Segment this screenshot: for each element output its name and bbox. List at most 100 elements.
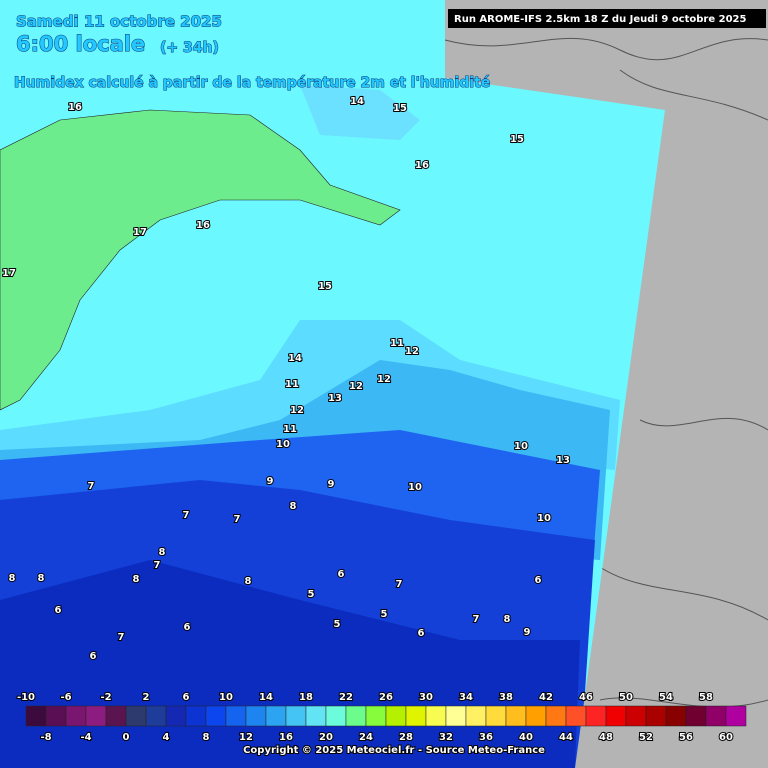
colorbar-swatch [285, 705, 307, 727]
lead-time: (+ 34h) [160, 40, 219, 56]
colorbar-label: 54 [659, 692, 673, 703]
colorbar-label: 8 [203, 732, 210, 743]
colorbar-label: -10 [17, 692, 35, 703]
colorbar-label: 22 [339, 692, 353, 703]
colorbar-swatch [365, 705, 387, 727]
colorbar-label: 50 [619, 692, 633, 703]
contour-label: 12 [290, 405, 304, 416]
contour-label: 13 [328, 393, 342, 404]
colorbar-label: 26 [379, 692, 393, 703]
contour-label: 14 [350, 96, 364, 107]
colorbar-label: -4 [80, 732, 91, 743]
contour-label: 7 [154, 560, 161, 571]
contour-label: 5 [334, 619, 341, 630]
colorbar-label: 14 [259, 692, 273, 703]
contour-label: 6 [338, 569, 345, 580]
contour-label: 5 [308, 589, 315, 600]
contour-label: 8 [133, 574, 140, 585]
colorbar-swatch [665, 705, 687, 727]
colorbar-label: 2 [143, 692, 150, 703]
colorbar-swatch [125, 705, 147, 727]
colorbar-swatch [185, 705, 207, 727]
colorbar-label: -8 [40, 732, 51, 743]
colorbar-swatch [545, 705, 567, 727]
colorbar-swatch [65, 705, 87, 727]
colorbar-label: 12 [239, 732, 253, 743]
contour-label: 7 [183, 510, 190, 521]
colorbar-label: 16 [279, 732, 293, 743]
contour-label: 9 [267, 476, 274, 487]
colorbar-label: -6 [60, 692, 71, 703]
colorbar-swatch [205, 705, 227, 727]
colorbar-label: 48 [599, 732, 613, 743]
colorbar-label: 34 [459, 692, 473, 703]
colorbar-label: 36 [479, 732, 493, 743]
colorbar-swatch [45, 705, 67, 727]
colorbar-swatch [505, 705, 527, 727]
contour-label: 5 [381, 609, 388, 620]
colorbar-swatch [685, 705, 707, 727]
contour-label: 9 [328, 479, 335, 490]
contour-label: 12 [349, 381, 363, 392]
colorbar-swatch [405, 705, 427, 727]
colorbar-label: 42 [539, 692, 553, 703]
colorbar-swatch [425, 705, 447, 727]
run-box [448, 9, 766, 28]
contour-label: 8 [504, 614, 511, 625]
colorbar-label: 52 [639, 732, 653, 743]
colorbar-label: 24 [359, 732, 373, 743]
contour-label: 6 [535, 575, 542, 586]
colorbar-swatch [565, 705, 587, 727]
colorbar-label: 0 [123, 732, 130, 743]
colorbar-swatch [225, 705, 247, 727]
colorbar-swatch [585, 705, 607, 727]
contour-label: 16 [196, 220, 210, 231]
colorbar-swatch [85, 705, 107, 727]
contour-label: 7 [118, 632, 125, 643]
contour-label: 12 [405, 346, 419, 357]
colorbar-swatch [165, 705, 187, 727]
copyright: Copyright © 2025 Meteociel.fr - Source M… [243, 745, 545, 756]
contour-label: 6 [90, 651, 97, 662]
colorbar-label: 20 [319, 732, 333, 743]
contour-label: 8 [9, 573, 16, 584]
contour-label: 10 [408, 482, 422, 493]
colorbar-swatch [265, 705, 287, 727]
colorbar-swatch [645, 705, 667, 727]
colorbar-swatch [465, 705, 487, 727]
colorbar-label: 18 [299, 692, 313, 703]
colorbar-swatch [325, 705, 347, 727]
colorbar-swatch [345, 705, 367, 727]
colorbar-swatch [25, 705, 47, 727]
colorbar-swatch [145, 705, 167, 727]
contour-label: 7 [234, 514, 241, 525]
colorbar-label: 40 [519, 732, 533, 743]
contour-label: 11 [285, 379, 299, 390]
contour-label: 13 [556, 455, 570, 466]
colorbar-swatch [445, 705, 467, 727]
contour-label: 6 [184, 622, 191, 633]
contour-label: 8 [290, 501, 297, 512]
contour-label: 11 [283, 424, 297, 435]
contour-label: 17 [133, 227, 147, 238]
colorbar-label: 6 [183, 692, 190, 703]
contour-label: 16 [68, 102, 82, 113]
contour-label: 8 [245, 576, 252, 587]
contour-label: 15 [510, 134, 524, 145]
colorbar-label: 58 [699, 692, 713, 703]
contour-label: 15 [318, 281, 332, 292]
colorbar-label: 38 [499, 692, 513, 703]
land-borders [444, 37, 768, 708]
contour-label: 7 [396, 579, 403, 590]
contour-label: 16 [415, 160, 429, 171]
colorbar-swatch [245, 705, 267, 727]
colorbar-swatch [305, 705, 327, 727]
run-info: Run AROME-IFS 2.5km 18 Z du Jeudi 9 octo… [454, 14, 746, 25]
colorbar-label: 4 [163, 732, 170, 743]
colorbar-swatch [525, 705, 547, 727]
colorbar-label: 28 [399, 732, 413, 743]
contour-label: 10 [537, 513, 551, 524]
colorbar-label: 60 [719, 732, 733, 743]
